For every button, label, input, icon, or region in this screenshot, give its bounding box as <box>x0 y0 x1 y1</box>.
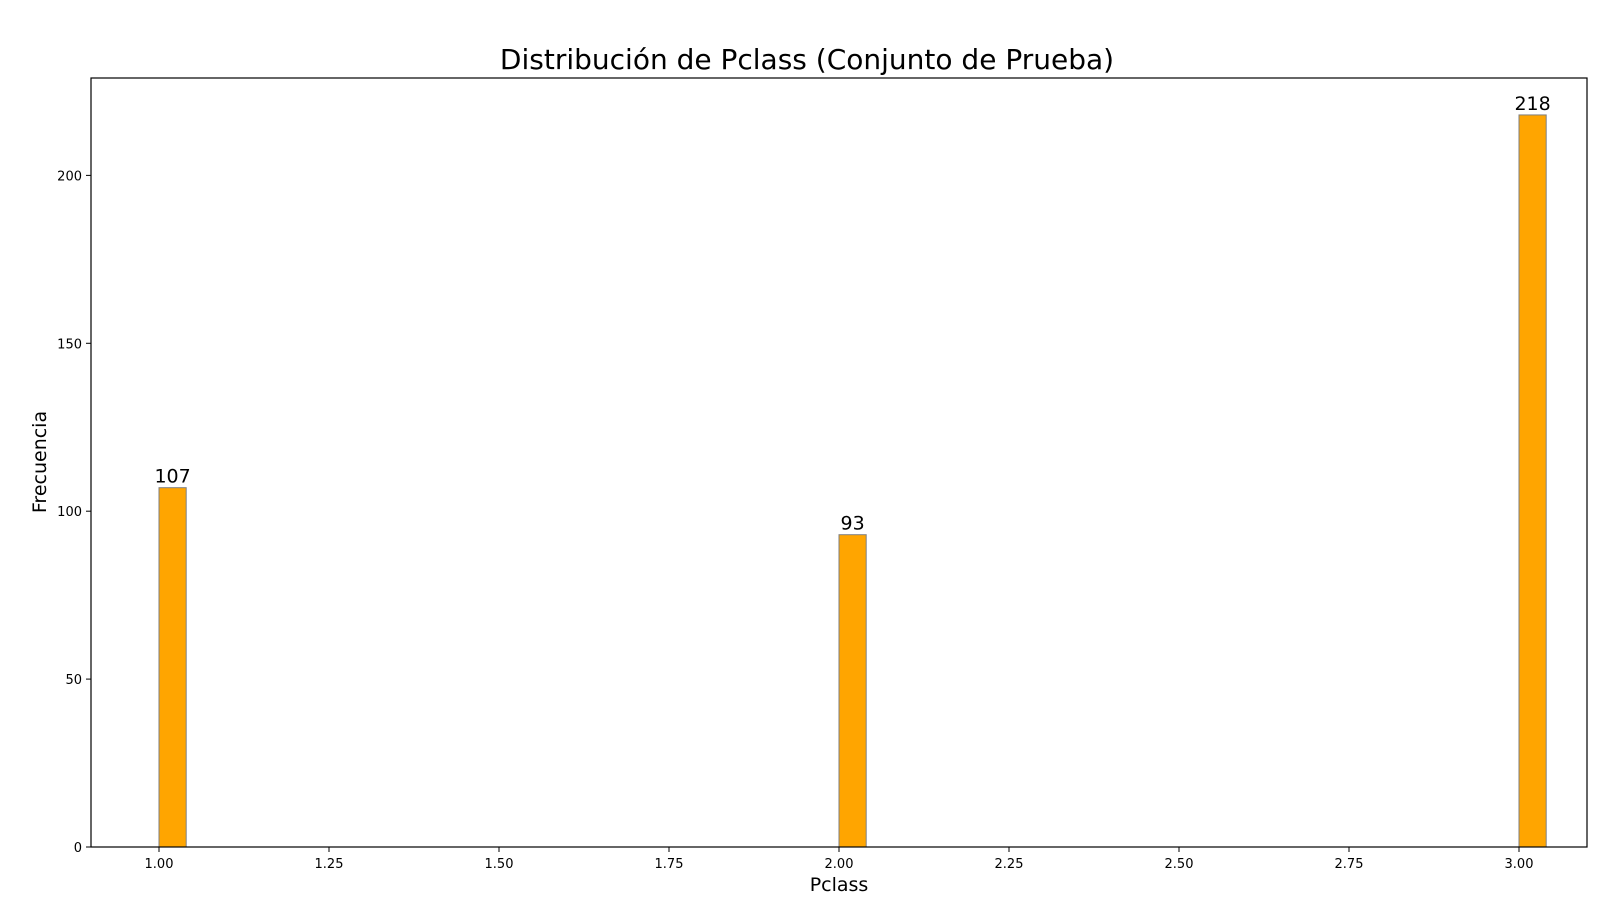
bar-value-label: 218 <box>1514 93 1550 115</box>
x-tick-label: 2.25 <box>995 857 1024 872</box>
bar-value-label: 93 <box>841 513 865 535</box>
bar <box>838 534 867 848</box>
y-tick-label: 0 <box>74 841 82 856</box>
y-axis: 0 50 100 150 200 <box>57 169 91 856</box>
x-tick-label: 3.00 <box>1505 857 1534 872</box>
plot-frame <box>90 77 1588 848</box>
x-tick-label: 2.50 <box>1165 857 1194 872</box>
bar <box>158 487 187 848</box>
y-tick-label: 100 <box>57 505 82 520</box>
bars-group <box>158 114 1547 848</box>
x-tick-label: 1.75 <box>655 857 684 872</box>
x-tick-label: 1.50 <box>485 857 514 872</box>
chart-title: Distribución de Pclass (Conjunto de Prue… <box>500 43 1114 76</box>
bar <box>1518 114 1547 848</box>
bar-value-label: 107 <box>154 466 190 488</box>
y-tick-label: 50 <box>65 673 82 688</box>
x-axis: 1.00 1.25 1.50 1.75 2.00 2.25 2.50 2.75 3.00 <box>145 847 1534 872</box>
bar-labels-group: 107 93 218 <box>154 93 1550 535</box>
x-axis-label: Pclass <box>810 874 869 896</box>
y-axis-label: Frecuencia <box>29 411 51 513</box>
x-tick-label: 2.00 <box>825 857 854 872</box>
x-tick-label: 2.75 <box>1335 857 1364 872</box>
y-tick-label: 150 <box>57 337 82 352</box>
x-tick-label: 1.00 <box>145 857 174 872</box>
x-tick-label: 1.25 <box>315 857 344 872</box>
y-tick-label: 200 <box>57 169 82 184</box>
